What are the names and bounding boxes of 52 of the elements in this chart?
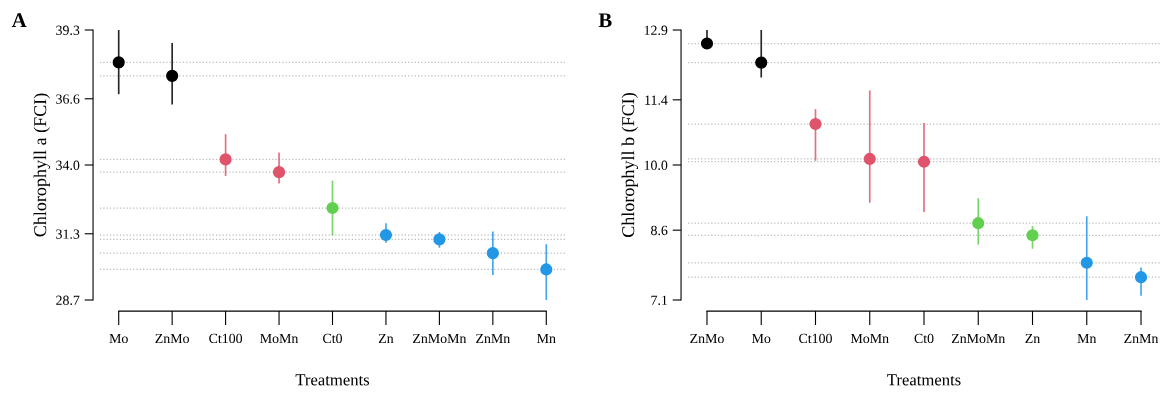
x-tick-label: ZnMo [155, 333, 189, 344]
x-tick-label: ZnMo [690, 333, 724, 344]
point [809, 117, 822, 131]
x-tick-label: Zn [378, 333, 394, 343]
x-axis-title: Treatments [887, 374, 961, 386]
point [700, 37, 714, 50]
point [917, 155, 931, 168]
x-tick-label: Mo [751, 333, 771, 344]
x-tick-label: ZnMoMn [951, 333, 1006, 344]
x-tick-label: ZnMn [476, 333, 510, 343]
y-tick-label: 36.6 [56, 94, 80, 104]
x-axis-title: Treatments [295, 374, 370, 386]
point [272, 166, 286, 179]
point [326, 201, 339, 215]
x-tick-label: Zn [1025, 333, 1041, 343]
x-tick-label: Ct0 [914, 333, 934, 344]
y-tick-label: 31.3 [56, 229, 80, 239]
chart-title: B [598, 13, 612, 28]
point [863, 152, 876, 166]
y-tick-label: 28.7 [56, 295, 80, 306]
point [112, 56, 125, 69]
y-tick-label: 12.9 [644, 25, 668, 36]
point [166, 69, 179, 82]
point [1026, 229, 1039, 242]
point [486, 247, 499, 260]
x-tick-label: Mo [109, 333, 128, 344]
x-tick-label: Ct100 [209, 333, 243, 344]
y-tick-label: 10.0 [644, 160, 668, 171]
point [540, 263, 553, 276]
y-tick-label: 8.6 [651, 225, 668, 236]
x-tick-label: MoMn [850, 333, 889, 344]
point [1134, 271, 1148, 284]
x-tick-label: ZnMn [1124, 333, 1159, 343]
y-axis-title: Chlorophyll b (FCI) [621, 93, 638, 237]
chart-title: A [11, 13, 27, 28]
point [1080, 256, 1093, 269]
y-axis-title: Chlorophyll a (FCI) [33, 93, 50, 237]
x-tick-label: Ct0 [323, 333, 342, 344]
x-tick-label: ZnMoMn [413, 333, 467, 344]
point [379, 228, 393, 242]
x-tick-label: Mn [1077, 333, 1097, 343]
y-tick-label: 11.4 [645, 95, 668, 105]
point [755, 56, 768, 69]
point [972, 217, 985, 230]
point [219, 153, 232, 166]
x-tick-label: Mn [537, 333, 556, 343]
x-tick-label: MoMn [260, 333, 299, 344]
y-tick-label: 34.0 [56, 160, 80, 171]
y-tick-label: 7.1 [651, 295, 668, 306]
point [433, 233, 446, 246]
y-tick-label: 39.3 [56, 25, 80, 36]
x-tick-label: Ct100 [799, 333, 832, 344]
